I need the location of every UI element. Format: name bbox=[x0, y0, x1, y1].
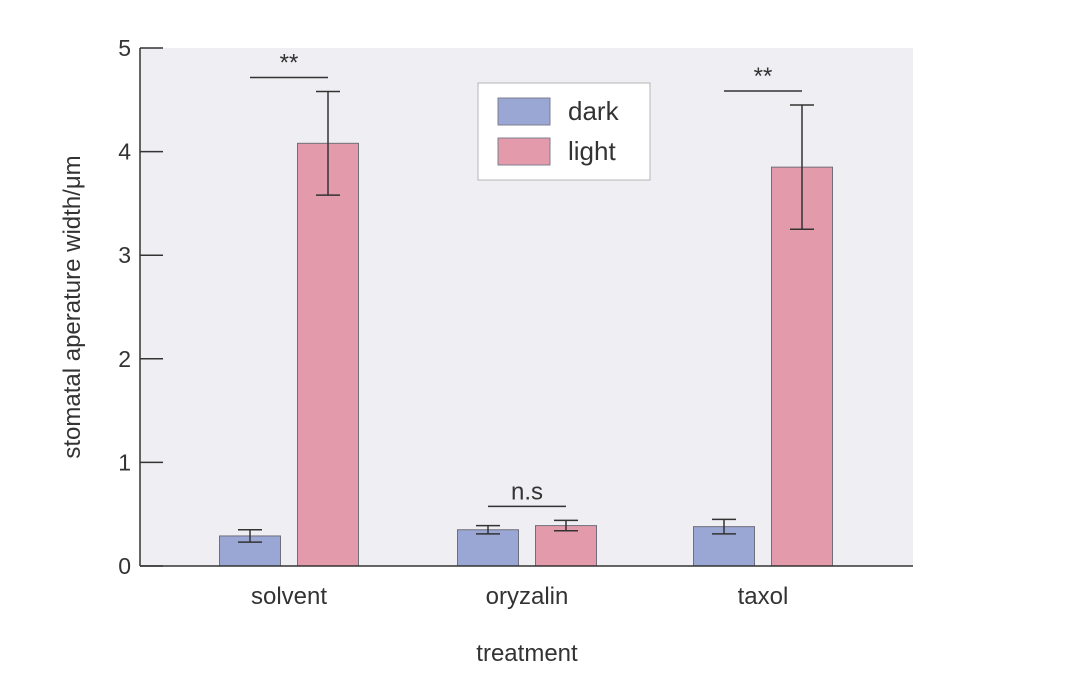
error-bars bbox=[238, 90, 814, 543]
significance-label: n.s bbox=[511, 478, 543, 505]
y-tick-label: 1 bbox=[118, 449, 131, 475]
y-tick-label: 5 bbox=[118, 35, 131, 61]
y-tick-label: 0 bbox=[118, 553, 131, 579]
x-category-label: taxol bbox=[738, 583, 789, 610]
y-axis-title: stomatal aperature width/μm bbox=[59, 155, 86, 458]
x-category-label: solvent bbox=[251, 583, 327, 610]
significance-label: ** bbox=[280, 50, 299, 77]
bar-light-oryzalin bbox=[535, 525, 597, 567]
legend-swatch-dark bbox=[497, 97, 551, 126]
bar-dark-oryzalin bbox=[457, 529, 519, 567]
bar-light-taxol bbox=[771, 166, 833, 567]
legend-swatch-light bbox=[497, 137, 551, 166]
legend: dark light bbox=[477, 82, 651, 181]
x-axis-title: treatment bbox=[476, 640, 578, 667]
y-tick-label: 3 bbox=[118, 242, 131, 268]
y-tick-label: 4 bbox=[118, 139, 131, 165]
significance-label: ** bbox=[754, 63, 773, 90]
bars bbox=[219, 142, 833, 567]
significance-annotations: ** n.s ** bbox=[250, 50, 802, 508]
y-tick-label: 2 bbox=[118, 346, 131, 372]
bar-light-solvent bbox=[297, 142, 359, 567]
y-axis: 0 1 2 3 4 5 bbox=[118, 35, 163, 579]
x-category-label: oryzalin bbox=[486, 583, 569, 610]
legend-label-light: light bbox=[568, 136, 616, 166]
legend-label-dark: dark bbox=[568, 96, 620, 126]
x-axis: solvent oryzalin taxol bbox=[140, 565, 913, 610]
